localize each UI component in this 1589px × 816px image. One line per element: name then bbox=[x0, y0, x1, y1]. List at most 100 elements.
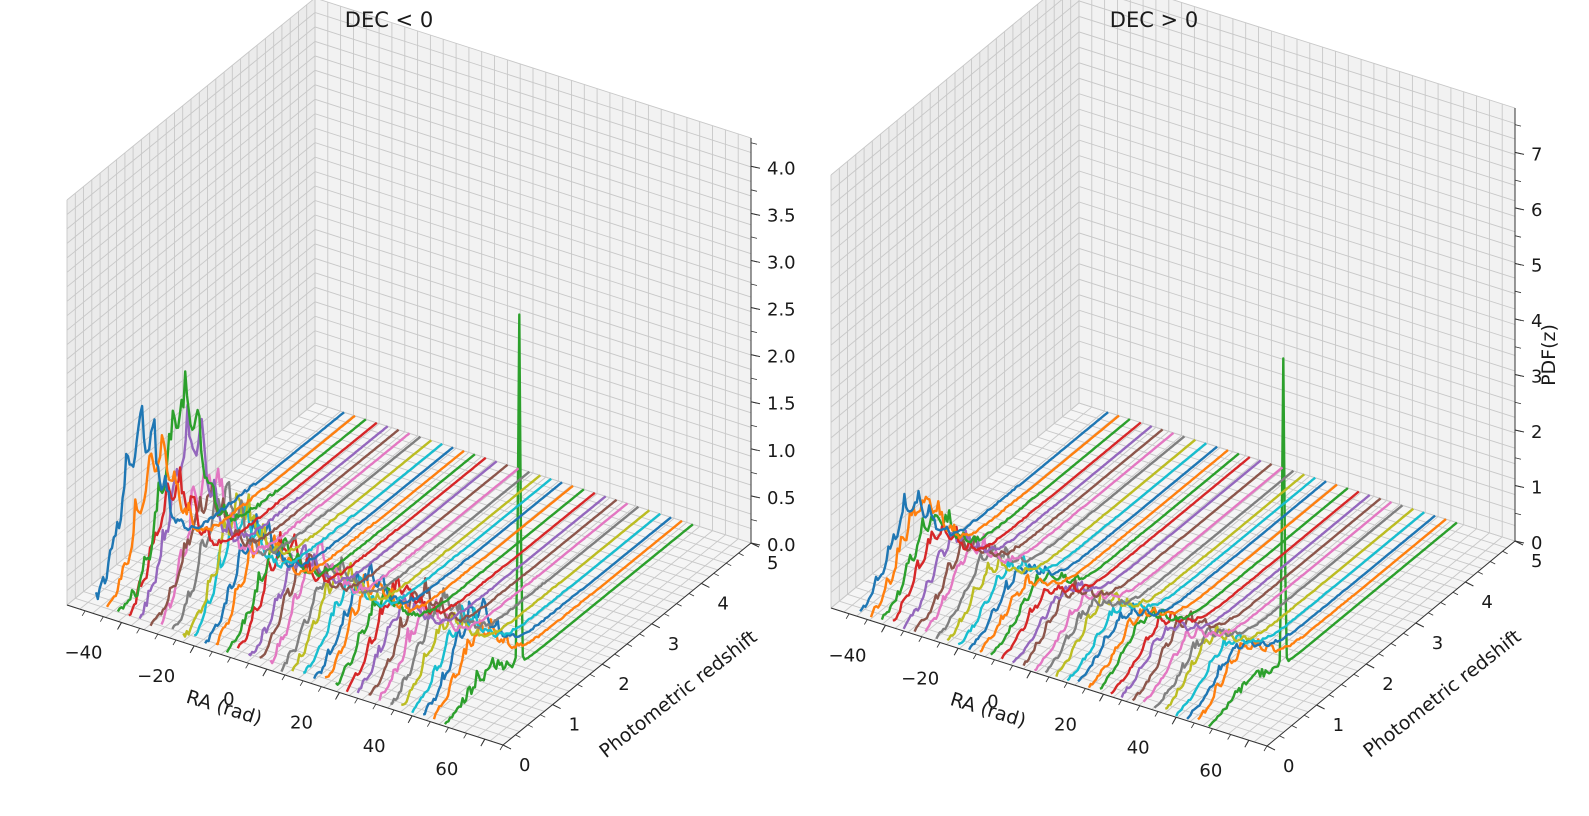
z-minor-tick bbox=[1514, 457, 1522, 460]
z-minor-tick bbox=[1514, 485, 1522, 488]
x-minor-tick bbox=[354, 698, 359, 704]
x-minor-tick bbox=[1190, 722, 1195, 729]
y-tick-label: 2 bbox=[1382, 674, 1393, 695]
series-line bbox=[1066, 476, 1316, 682]
y-minor-tick bbox=[1465, 581, 1471, 585]
x-tick-label: 60 bbox=[1199, 760, 1222, 781]
x-tick-label: −40 bbox=[65, 643, 103, 664]
grid-line-z bbox=[66, 171, 752, 374]
series-line bbox=[368, 498, 618, 696]
z-minor-tick bbox=[750, 212, 758, 216]
y-tick-label: 2 bbox=[618, 674, 629, 695]
series-line bbox=[1164, 507, 1415, 710]
z-tick-label: 2 bbox=[1531, 422, 1542, 443]
series-line bbox=[443, 313, 694, 725]
x-minor-tick bbox=[390, 709, 395, 716]
grid-line-z bbox=[66, 272, 752, 476]
y-minor-tick bbox=[651, 623, 657, 627]
series-line bbox=[1087, 483, 1338, 689]
x-minor-tick bbox=[208, 651, 213, 657]
grid-line-z bbox=[830, 15, 1516, 222]
y-minor-tick bbox=[688, 593, 695, 597]
y-minor-tick bbox=[502, 744, 509, 748]
y-minor-tick bbox=[1353, 673, 1359, 678]
z-minor-tick bbox=[750, 519, 758, 522]
grid-line-z bbox=[66, 84, 752, 288]
grid-line-z bbox=[830, 356, 1516, 562]
x-minor-tick bbox=[1118, 699, 1123, 706]
grid-line-z bbox=[830, 294, 1516, 501]
grid-line-z bbox=[66, 40, 752, 244]
x-minor-tick bbox=[1045, 676, 1050, 683]
series-line bbox=[356, 495, 607, 694]
grid-line-z bbox=[66, 286, 752, 490]
series-line bbox=[204, 446, 454, 644]
y-minor-tick bbox=[1279, 735, 1285, 739]
x-minor-tick bbox=[172, 639, 177, 646]
z-minor-tick bbox=[750, 401, 758, 404]
series-line bbox=[1186, 514, 1436, 720]
y-tick-label: 3 bbox=[668, 634, 679, 655]
z-minor-tick bbox=[1514, 512, 1522, 516]
x-minor-tick bbox=[1081, 688, 1086, 694]
x-minor-tick bbox=[336, 692, 340, 698]
series-line bbox=[913, 428, 1164, 633]
grid-line-z bbox=[830, 62, 1516, 269]
series-line bbox=[116, 370, 367, 613]
series-line bbox=[149, 428, 400, 627]
z-minor-tick bbox=[1514, 124, 1522, 127]
grid-line-z bbox=[66, 142, 752, 345]
y-minor-tick bbox=[1366, 663, 1372, 667]
series-line bbox=[401, 509, 651, 707]
y-tick-label: 3 bbox=[1432, 633, 1443, 654]
grid-line-z bbox=[66, 0, 752, 201]
series-line bbox=[345, 491, 596, 693]
series-line bbox=[935, 435, 1186, 640]
z-minor-tick bbox=[750, 495, 758, 498]
series-line bbox=[1044, 469, 1295, 674]
y-minor-tick bbox=[614, 653, 620, 657]
y-minor-tick bbox=[676, 603, 682, 607]
grid-line-z bbox=[830, 31, 1516, 238]
x-minor-tick bbox=[118, 622, 122, 628]
series-line bbox=[1099, 487, 1349, 690]
grid-line-z bbox=[66, 214, 752, 418]
y-minor-tick bbox=[1266, 745, 1273, 749]
grid-line-z bbox=[830, 93, 1516, 300]
x-minor-tick bbox=[972, 653, 977, 660]
grid-line-z bbox=[830, 0, 1516, 176]
series-line bbox=[1142, 500, 1393, 703]
grid-line-z bbox=[66, 387, 752, 591]
series-line bbox=[968, 445, 1218, 651]
y-minor-tick bbox=[1440, 602, 1446, 606]
z-minor-tick bbox=[1514, 429, 1522, 432]
y-minor-tick bbox=[1428, 612, 1434, 616]
x-minor-tick bbox=[463, 733, 468, 739]
grid-line-z bbox=[66, 330, 752, 534]
grid-line-z bbox=[66, 344, 752, 548]
series-line bbox=[411, 512, 661, 714]
grid-line-z bbox=[66, 127, 752, 331]
z-axis-label: PDF(z) bbox=[1538, 324, 1560, 386]
y-minor-tick bbox=[577, 684, 583, 688]
z-tick-label: 4.0 bbox=[767, 158, 796, 179]
x-minor-tick bbox=[1027, 671, 1032, 677]
grid-line-z bbox=[830, 201, 1516, 408]
z-minor-tick bbox=[750, 142, 758, 145]
y-tick-label: 0 bbox=[1283, 756, 1294, 777]
x-minor-tick bbox=[190, 645, 195, 652]
z-tick-label: 6 bbox=[1531, 200, 1542, 221]
x-minor-tick bbox=[281, 674, 286, 681]
x-tick-label: 40 bbox=[1127, 737, 1150, 758]
y-minor-tick bbox=[626, 643, 633, 647]
grid-line-z bbox=[66, 185, 752, 389]
grid-line-z bbox=[830, 108, 1516, 315]
x-minor-tick bbox=[499, 744, 504, 751]
y-minor-tick bbox=[639, 633, 645, 637]
y-tick-label: 4 bbox=[1481, 592, 1492, 613]
series-line bbox=[1120, 494, 1371, 698]
grid-line-z bbox=[830, 232, 1516, 439]
grid-line-z bbox=[66, 373, 752, 577]
